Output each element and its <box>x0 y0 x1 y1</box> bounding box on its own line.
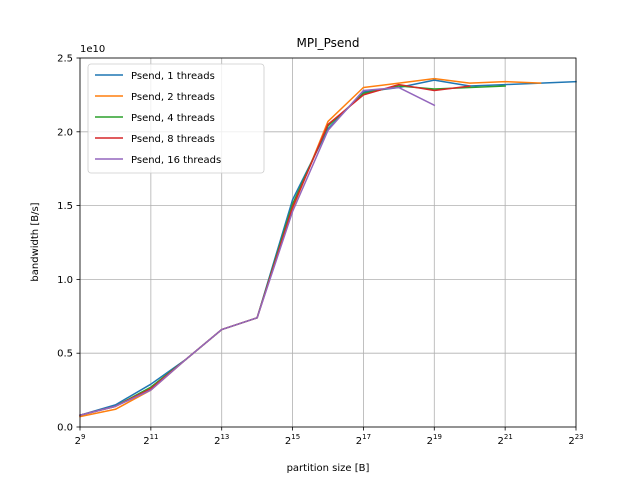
y-axis-multiplier: 1e10 <box>80 44 105 55</box>
plot-frame <box>79 57 577 428</box>
x-axis-label: partition size [B] <box>287 463 370 474</box>
legend-label: Psend, 8 threads <box>131 134 215 145</box>
x-tick-label: 211 <box>143 433 158 447</box>
x-tick-label: 219 <box>427 433 442 447</box>
chart-title: MPI_Psend <box>296 36 359 50</box>
x-tick-label: 213 <box>214 433 229 447</box>
y-tick-label: 0.5 <box>57 349 73 360</box>
legend-label: Psend, 1 threads <box>131 71 215 82</box>
y-tick-label: 0.0 <box>57 423 73 434</box>
series-lines <box>79 77 577 418</box>
legend-label: Psend, 16 threads <box>131 155 221 166</box>
legend-box <box>87 63 265 174</box>
y-axis-label: bandwidth [B/s] <box>30 202 41 281</box>
y-tick-label: 2.0 <box>57 127 73 138</box>
x-axis-ticks: 29 211 213 215 217 219 221 223 <box>75 427 584 447</box>
x-tick-label: 223 <box>568 433 583 447</box>
legend-label: Psend, 4 threads <box>131 113 215 124</box>
x-tick-label: 29 <box>75 433 86 447</box>
x-tick-label: 217 <box>356 433 371 447</box>
x-tick-label: 221 <box>497 433 512 447</box>
legend-label: Psend, 2 threads <box>131 92 215 103</box>
series-line-3 <box>79 85 506 417</box>
y-tick-label: 1.5 <box>57 201 73 212</box>
x-tick-label: 215 <box>285 433 300 447</box>
series-line-5 <box>79 86 436 417</box>
y-tick-label: 1.0 <box>57 275 73 286</box>
y-tick-label: 2.5 <box>57 54 73 65</box>
y-axis-ticks: 0.0 0.5 1.0 1.5 2.0 2.5 <box>57 54 80 434</box>
series-line-1 <box>79 79 577 417</box>
legend: Psend, 1 threads Psend, 2 threads Psend, 4… <box>87 63 265 174</box>
